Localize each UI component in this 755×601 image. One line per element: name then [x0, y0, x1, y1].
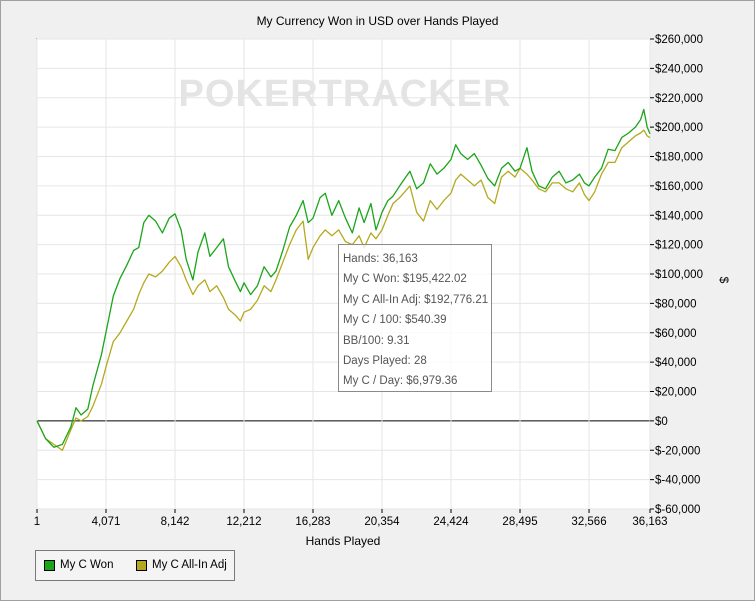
chart-title: My Currency Won in USD over Hands Played	[256, 14, 499, 28]
x-tick-label: 16,283	[295, 516, 330, 528]
y-tick-label: $160,000	[655, 181, 703, 193]
x-tick-label: 28,495	[502, 516, 537, 528]
y-tick-label: $20,000	[655, 387, 697, 399]
x-tick-label: 24,424	[433, 516, 469, 528]
y-tick-label: $-40,000	[655, 475, 700, 487]
tooltip-days: Days Played: 28	[343, 354, 427, 367]
tooltip-per100: My C / 100: $540.39	[343, 314, 447, 327]
y-tick-label: $140,000	[655, 210, 703, 222]
tooltip-bb100: BB/100: 9.31	[343, 334, 410, 347]
series-line-won	[36, 108, 651, 448]
y-tick-label: $200,000	[655, 122, 703, 134]
tooltip-perday: My C / Day: $6,979.36	[343, 375, 458, 388]
legend-label-won: My C Won	[60, 559, 114, 571]
y-tick-label: $260,000	[655, 34, 703, 46]
legend-swatch-won	[44, 559, 55, 571]
y-tick-label: $240,000	[655, 63, 703, 75]
y-tick-label: $0	[655, 416, 668, 428]
legend-label-allin: My C All-In Adj	[152, 559, 227, 571]
x-tick-label: 36,163	[632, 516, 667, 528]
x-tick-label: 12,212	[226, 516, 261, 528]
watermark: POKERTRACKER	[179, 73, 512, 115]
x-axis: 1 4,071 8,142 12,212 16,283 20,354 24,424 28,49…	[34, 509, 668, 528]
x-tick-label: 20,354	[364, 516, 400, 528]
y-tick-label: $-60,000	[655, 504, 700, 516]
legend-item-allin[interactable]: My C All-In Adj	[136, 559, 227, 571]
y-tick-label: $-20,000	[655, 445, 700, 457]
x-axis-label: Hands Played	[306, 534, 381, 548]
legend: My C Won My C All-In Adj	[35, 550, 235, 581]
tooltip-hands: Hands: 36,163	[343, 253, 418, 265]
y-tick-label: $180,000	[655, 152, 703, 164]
y-axis: $-60,000 $-40,000 $-20,000 $0 $20,000 $40,000…	[650, 34, 703, 516]
y-tick-label: $40,000	[655, 357, 697, 369]
x-tick-label: 4,071	[92, 516, 121, 528]
y-tick-label: $80,000	[655, 298, 697, 310]
legend-item-won[interactable]: My C Won	[44, 559, 113, 571]
grid-lines	[36, 38, 651, 510]
x-tick-label: 8,142	[161, 516, 190, 528]
y-axis-label: $	[717, 277, 731, 284]
series-line-allin	[36, 129, 651, 451]
data-tooltip: Hands: 36,163 My C Won: $195,422.02 My C…	[338, 244, 492, 392]
y-tick-label: $220,000	[655, 93, 703, 105]
y-tick-label: $120,000	[655, 240, 703, 252]
tooltip-allin: My C All-In Adj: $192,776.21	[343, 293, 489, 306]
y-tick-label: $60,000	[655, 328, 697, 340]
x-tick-label: 1	[34, 516, 40, 528]
x-tick-label: 32,566	[571, 516, 606, 528]
series-layer	[36, 108, 651, 451]
tooltip-won: My C Won: $195,422.02	[343, 273, 467, 286]
legend-swatch-allin	[136, 559, 147, 571]
y-tick-label: $100,000	[655, 269, 703, 281]
